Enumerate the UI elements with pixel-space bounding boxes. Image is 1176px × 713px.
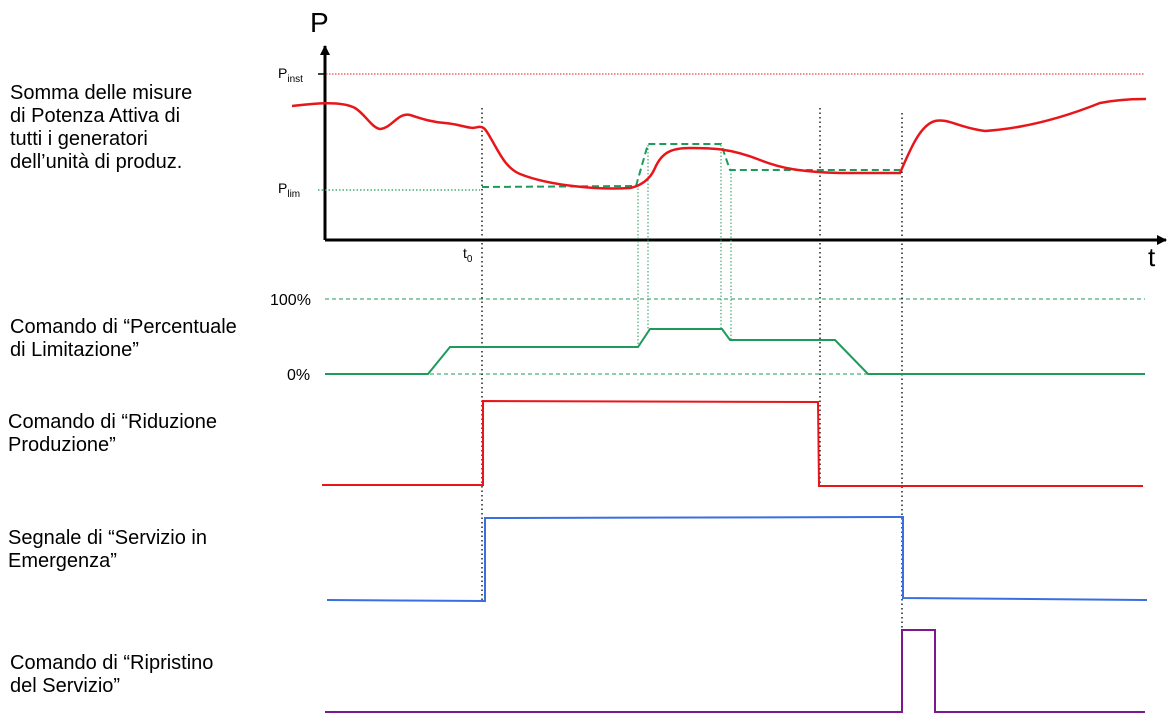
service-restore-command <box>325 629 1145 713</box>
p-lim-label: Plim <box>278 180 300 200</box>
p-inst-label: Pinst <box>278 65 303 85</box>
power-limit-curve <box>481 143 900 188</box>
label-active-power: Somma delle misure di Potenza Attiva di … <box>10 82 193 173</box>
label-production-reduction: Comando di “Riduzione Produzione” <box>8 411 218 456</box>
x-axis-label: t <box>1148 242 1156 272</box>
limit-percentage-command <box>325 328 1145 375</box>
emergency-service-signal <box>326 515 1148 603</box>
pct-100-label: 100% <box>270 292 311 309</box>
t0-label: t0 <box>463 245 473 265</box>
production-reduction-command <box>322 399 1143 487</box>
label-service-restore: Comando di “Ripristino del Servizio” <box>10 652 214 697</box>
y-axis-label: P <box>310 7 329 38</box>
label-emergency-service: Segnale di “Servizio in Emergenza” <box>8 527 207 572</box>
active-power-curve <box>291 97 1147 190</box>
label-limit-percentage: Comando di “Percentuale di Limitazione” <box>10 316 237 361</box>
pct-0-label: 0% <box>287 367 310 384</box>
